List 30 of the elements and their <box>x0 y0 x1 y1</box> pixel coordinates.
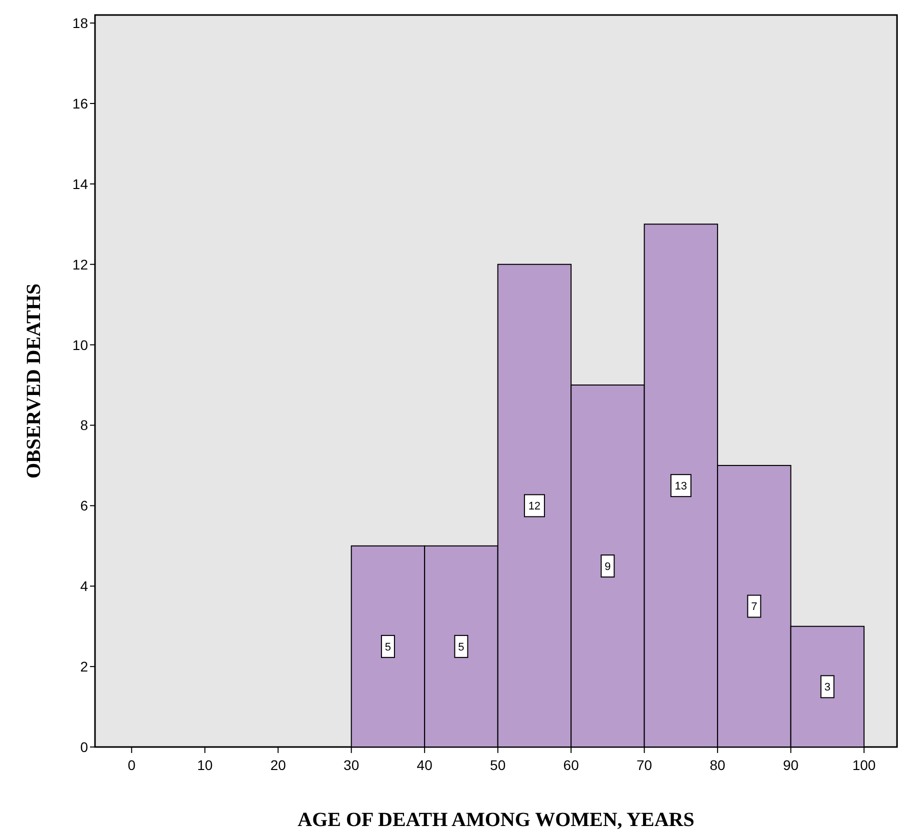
x-tick-label: 40 <box>416 757 433 773</box>
y-tick-label: 10 <box>72 336 88 353</box>
x-tick-label: 0 <box>128 757 136 773</box>
data-label: 12 <box>528 500 541 513</box>
y-tick-label: 12 <box>72 256 88 272</box>
x-tick-label: 90 <box>783 757 799 773</box>
x-tick-label: 80 <box>710 757 726 773</box>
x-tick-label: 50 <box>490 757 506 773</box>
data-label: 7 <box>751 601 758 614</box>
y-tick-label: 2 <box>80 658 88 675</box>
data-label: 13 <box>674 480 688 493</box>
data-label: 9 <box>604 561 611 574</box>
x-tick-label: 10 <box>197 757 213 773</box>
y-tick-label: 8 <box>80 417 88 434</box>
y-tick-label: 0 <box>80 739 88 755</box>
data-label: 5 <box>458 641 464 654</box>
y-tick-label: 18 <box>72 15 88 32</box>
y-tick-label: 6 <box>80 498 88 514</box>
x-tick-label: 70 <box>636 757 652 773</box>
y-axis-title: OBSERVED DEATHS <box>23 283 45 479</box>
y-tick-label: 16 <box>72 95 88 112</box>
x-tick-label: 100 <box>852 757 876 773</box>
data-label: 3 <box>824 682 830 694</box>
data-label: 5 <box>384 641 392 654</box>
y-tick-label: 14 <box>72 176 88 192</box>
y-tick-label: 4 <box>80 578 88 594</box>
x-tick-label: 20 <box>270 757 286 773</box>
x-axis-title: AGE OF DEATH AMONG WOMEN, YEARS <box>298 809 694 831</box>
x-tick-label: 60 <box>563 757 580 773</box>
x-tick-label: 30 <box>344 757 360 773</box>
